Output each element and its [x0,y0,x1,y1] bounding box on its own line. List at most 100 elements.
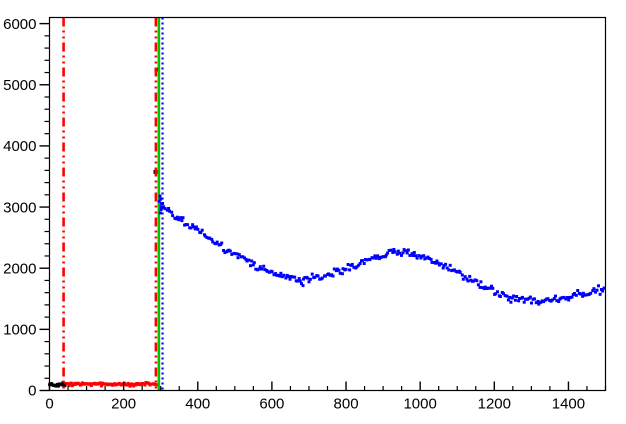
data-point [408,253,412,257]
data-point [265,269,269,273]
data-point [398,251,402,255]
data-point [350,262,354,266]
data-point [340,272,344,276]
data-point [287,275,291,278]
data-point [460,273,464,277]
data-point [376,254,380,258]
data-point [274,272,278,276]
data-point [533,297,536,301]
data-point [258,265,262,269]
data-point [293,275,297,279]
data-point [445,266,449,270]
data-point [61,381,65,385]
data-point [576,289,580,292]
data-point [159,201,163,205]
data-point [239,255,243,259]
data-point [196,227,200,231]
data-point [555,299,559,303]
data-point [585,293,589,297]
data-point [193,227,197,231]
data-point [170,210,174,214]
data-point [205,236,209,239]
data-point [566,296,570,299]
data-point [223,251,227,254]
data-point [374,256,378,260]
data-point [181,216,185,220]
red-baseline-band [65,381,159,388]
data-point [386,251,390,255]
data-point [159,205,163,209]
data-point [143,383,147,387]
data-point [237,253,241,257]
y-tick-label: 5000 [3,77,36,94]
data-point [598,292,602,296]
data-point [313,275,317,279]
x-tick-label: 1400 [552,396,585,413]
data-point [455,270,459,274]
data-point [320,276,324,280]
data-point [358,262,362,265]
data-point [463,275,467,279]
frame-border [48,16,607,392]
data-point [530,301,533,305]
data-point [452,268,456,272]
data-point [436,261,440,265]
data-point [360,259,364,263]
data-point [411,254,415,257]
data-point [280,275,284,279]
data-point [412,251,416,254]
data-point [542,300,546,304]
data-point [247,258,251,262]
data-point [56,384,60,388]
data-point [272,273,276,277]
data-point [179,216,182,220]
x-tick-label: 600 [259,396,284,413]
data-point [282,273,286,277]
data-point [439,262,443,266]
data-point [420,254,424,258]
data-point [496,290,499,294]
data-point [380,255,384,259]
plot-frame [48,16,607,392]
x-tick-label: 0 [45,396,53,413]
data-point [422,254,426,258]
data-point [278,274,282,278]
data-point [448,263,452,267]
data-point [270,270,274,274]
data-point [60,383,64,387]
data-point [391,251,395,254]
data-point [395,252,399,256]
data-point [546,297,550,301]
data-point [494,292,498,296]
data-point [491,286,495,290]
data-point [524,297,527,301]
data-point [521,295,524,299]
data-point [429,257,433,261]
data-point [552,297,556,301]
data-point [479,280,483,284]
data-point [559,296,563,300]
data-point [466,279,470,283]
data-point [301,284,305,288]
data-point [415,256,419,260]
data-point [508,295,512,299]
data-point [468,274,472,278]
data-point [564,297,568,301]
data-point [597,284,600,288]
data-point [99,384,103,388]
data-point [581,291,585,295]
data-point [562,295,566,299]
data-point [341,267,345,271]
data-point [327,272,331,276]
data-point [128,384,132,388]
data-point [245,259,249,263]
data-point [509,300,513,304]
data-point [478,285,482,289]
data-point [252,261,256,265]
data-point [208,236,212,240]
data-point [63,383,67,387]
data-point [211,240,215,244]
data-point [506,298,510,302]
data-point [279,271,283,275]
